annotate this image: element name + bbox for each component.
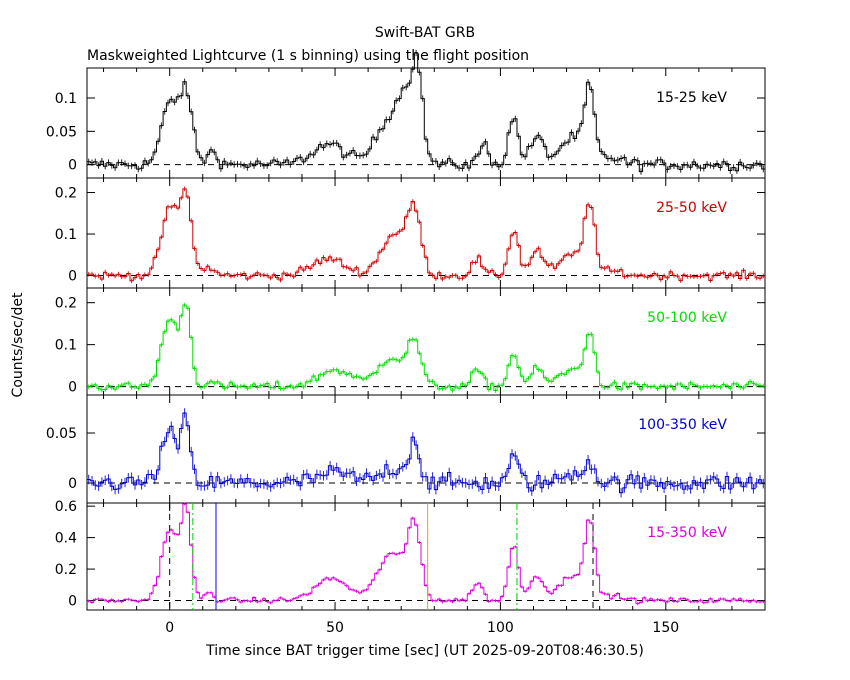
y-tick-label: 0.6 — [55, 499, 77, 515]
panel-4: 0 0.2 0.4 0.6 15-350 keV — [55, 499, 766, 611]
y-tick-label: 0 — [68, 594, 77, 610]
panel-frame — [86, 177, 766, 289]
panels-group: 0 0.05 0.1 15-25 keV 0 0.1 0.2 25-50 keV 0 0.1 0.2… — [46, 49, 766, 636]
band-label: 15-350 keV — [647, 525, 727, 541]
y-axis-label: Counts/sec/det — [10, 292, 26, 397]
error-bars — [88, 502, 764, 606]
panel-3: 0 0.05 100-350 keV — [46, 394, 766, 504]
panel-0: 0 0.05 0.1 15-25 keV — [46, 49, 766, 179]
x-axis-label: Time since BAT trigger time [sec] (UT 20… — [205, 643, 644, 659]
error-bars — [88, 49, 764, 175]
lightcurve-4 — [87, 503, 765, 605]
y-tick-label: 0 — [68, 476, 77, 492]
error-bars — [88, 186, 764, 284]
y-tick-label: 0 — [68, 158, 77, 174]
x-tick-label: 150 — [652, 620, 679, 636]
band-label: 15-25 keV — [656, 90, 727, 106]
x-tick-label: 0 — [165, 620, 174, 636]
panel-1: 0 0.1 0.2 25-50 keV — [55, 177, 766, 289]
error-bars — [88, 408, 764, 498]
y-tick-label: 0.4 — [55, 531, 77, 547]
x-tick-label: 50 — [326, 620, 344, 636]
panel-frame — [86, 67, 766, 179]
panel-frame — [86, 287, 766, 396]
error-bars — [88, 302, 764, 393]
lightcurve-3 — [87, 412, 765, 494]
x-tick-label: 100 — [487, 620, 514, 636]
chart-subtitle: Maskweighted Lightcurve (1 s binning) us… — [87, 48, 529, 64]
lightcurve-0 — [87, 52, 765, 173]
y-tick-label: 0.1 — [55, 91, 77, 107]
y-tick-label: 0.1 — [55, 338, 77, 354]
y-tick-label: 0 — [68, 380, 77, 396]
band-label: 25-50 keV — [656, 200, 727, 216]
panel-2: 0 0.1 0.2 50-100 keV — [55, 287, 766, 396]
y-tick-label: 0 — [68, 269, 77, 285]
y-tick-label: 0.1 — [55, 227, 77, 243]
panel-frame — [86, 502, 766, 611]
y-tick-label: 0.05 — [46, 426, 77, 442]
y-tick-label: 0.2 — [55, 562, 77, 578]
panel-frame — [86, 394, 766, 504]
band-label: 50-100 keV — [647, 310, 727, 326]
band-label: 100-350 keV — [638, 417, 727, 433]
chart-title: Swift-BAT GRB — [375, 25, 475, 41]
y-tick-label: 0.2 — [55, 186, 77, 202]
y-tick-label: 0.05 — [46, 124, 77, 140]
y-tick-label: 0.2 — [55, 296, 77, 312]
